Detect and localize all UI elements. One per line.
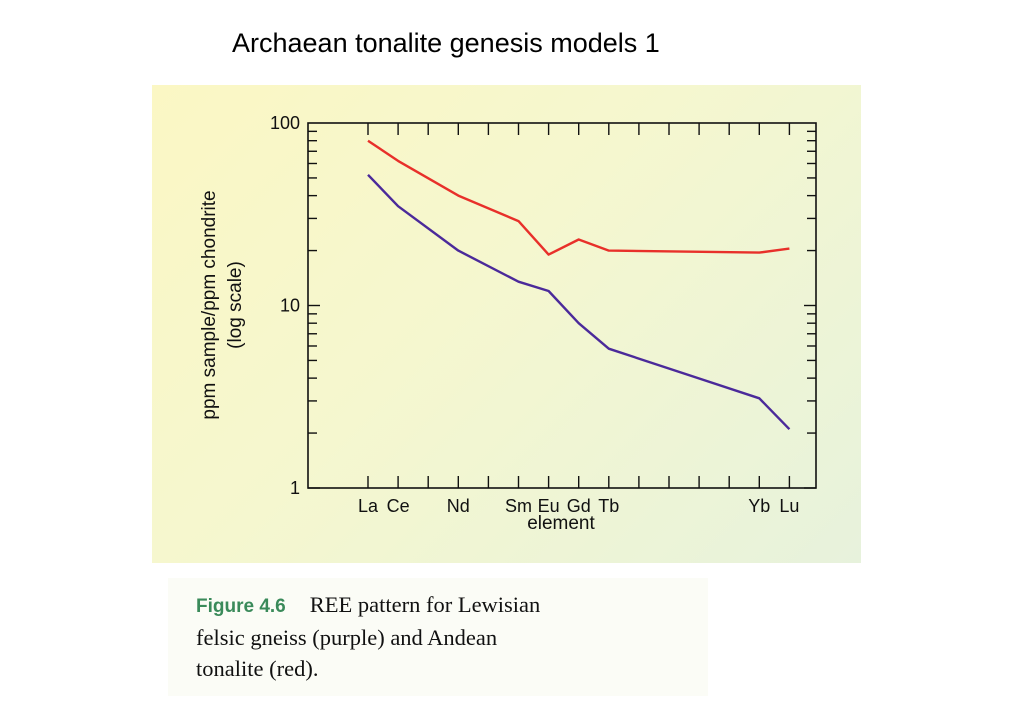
x-tick-label: Gd [567, 496, 591, 516]
caption-line-3: tonalite (red). [196, 656, 319, 681]
caption-line-1: REE pattern for Lewisian [309, 592, 541, 617]
series-line-2 [367, 173, 791, 431]
axis-ticks [308, 123, 816, 489]
x-tick-label: Yb [748, 496, 770, 516]
x-tick-label: La [358, 496, 379, 516]
x-tick-labels: La Ce Nd Sm Eu Gd Tb Yb Lu [358, 496, 799, 516]
x-tick-label: Nd [447, 496, 470, 516]
x-tick-label: Ce [387, 496, 410, 516]
y-axis-label-line2: (log scale) [225, 261, 246, 349]
caption-line-2: felsic gneiss (purple) and Andean [196, 625, 498, 650]
x-tick-label: Lu [779, 496, 799, 516]
ree-chart: 1 10 100 La Ce Nd Sm Eu Gd Tb Yb Lu element ppm sa… [199, 113, 817, 534]
y-axis-label: ppm sample/ppm chondrite (log scale) [199, 190, 246, 419]
x-tick-label: Tb [598, 496, 619, 516]
plot-frame [307, 122, 817, 489]
x-tick-label: Sm [505, 496, 532, 516]
figure-background [152, 85, 861, 563]
x-tick-label: Eu [538, 496, 560, 516]
x-axis-label: element [527, 513, 595, 534]
y-tick-labels: 1 10 100 [270, 113, 300, 498]
y-tick-label: 10 [280, 296, 300, 316]
y-axis-label-line1: ppm sample/ppm chondrite [199, 190, 220, 419]
y-tick-label: 100 [270, 113, 300, 133]
figure-label: Figure 4.6 [196, 596, 286, 617]
series-line-1 [367, 139, 790, 256]
y-tick-label: 1 [290, 478, 300, 498]
figure-caption: Figure 4.6 REE pattern for Lewisian felsi… [196, 589, 696, 684]
slide-title: Archaean tonalite genesis models 1 [232, 28, 660, 58]
caption-background [168, 578, 708, 696]
series-lines [367, 139, 791, 431]
